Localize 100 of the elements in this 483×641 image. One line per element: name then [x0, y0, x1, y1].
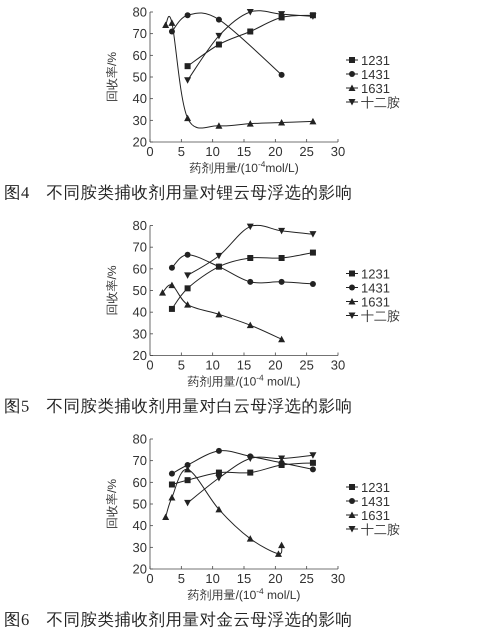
- point: [162, 514, 170, 520]
- y-tick-label: 70: [132, 26, 147, 42]
- point: [274, 550, 282, 557]
- legend-label: 1231: [361, 53, 390, 68]
- legend-label: 1431: [361, 280, 390, 296]
- point: [168, 282, 176, 288]
- point: [310, 250, 316, 256]
- x-axis-title: 药剂用量/(10$^{-4}$mol/L): [189, 159, 299, 175]
- point: [216, 448, 222, 454]
- x-tick-label: 5: [178, 144, 185, 159]
- point: [216, 42, 222, 48]
- x-tick-label: 30: [330, 571, 346, 586]
- y-tick-label: 70: [132, 240, 147, 255]
- point: [184, 500, 192, 506]
- point: [247, 278, 254, 285]
- point: [278, 119, 286, 126]
- point: [184, 114, 192, 122]
- y-tick-label: 20: [132, 562, 147, 576]
- point: [246, 9, 254, 16]
- point: [168, 264, 175, 271]
- x-tick-label: 0: [146, 571, 154, 586]
- legend-label: 1631: [361, 508, 390, 523]
- point: [278, 72, 285, 78]
- x-tick-label: 0: [146, 358, 154, 372]
- x-tick-label: 10: [205, 144, 220, 159]
- point: [309, 452, 316, 459]
- point: [310, 466, 316, 472]
- x-tick-label: 25: [299, 358, 314, 372]
- point: [184, 301, 192, 308]
- point: [247, 255, 254, 261]
- point: [278, 336, 286, 342]
- y-tick-label: 50: [132, 70, 147, 84]
- x-axis-title: 药剂用量/(10$^{-4}$ mol/L): [188, 372, 300, 388]
- y-tick-label: 50: [132, 283, 147, 298]
- x-tick-label: 15: [236, 358, 252, 372]
- point: [246, 456, 254, 462]
- point: [247, 470, 254, 476]
- point: [278, 255, 285, 261]
- y-axis-title: 回收率/%: [105, 478, 119, 530]
- legend-label: 1231: [361, 266, 390, 282]
- y-tick-label: 50: [132, 496, 147, 512]
- x-axis-title: 药剂用量/(10$^{-4}$ mol/L): [188, 586, 300, 602]
- legend-label: 1231: [361, 480, 390, 495]
- point: [184, 272, 192, 279]
- point: [168, 482, 175, 488]
- point: [309, 118, 316, 124]
- y-tick-label: 20: [132, 134, 147, 150]
- point: [278, 278, 285, 285]
- point: [162, 22, 170, 28]
- y-tick-label: 80: [132, 4, 147, 20]
- point: [278, 228, 286, 234]
- point: [215, 506, 222, 512]
- point: [184, 477, 191, 484]
- legend-label: 十二胺: [361, 308, 400, 324]
- point: [215, 122, 222, 129]
- y-tick-label: 70: [132, 453, 147, 468]
- point: [168, 470, 175, 477]
- point: [168, 306, 175, 312]
- x-tick-label: 30: [330, 358, 346, 372]
- x-tick-label: 20: [268, 144, 283, 159]
- point: [184, 252, 191, 258]
- x-tick-label: 20: [268, 358, 283, 372]
- point: [246, 120, 254, 127]
- x-tick-label: 10: [205, 571, 220, 586]
- point: [184, 77, 192, 84]
- point: [184, 12, 191, 18]
- point: [215, 252, 222, 260]
- point: [246, 322, 254, 328]
- legend-label: 1431: [361, 67, 390, 82]
- y-tick-label: 60: [132, 474, 147, 490]
- point: [246, 224, 254, 230]
- y-tick-label: 40: [132, 91, 147, 106]
- point: [216, 16, 222, 23]
- point: [184, 63, 191, 70]
- x-tick-label: 25: [299, 571, 314, 586]
- y-axis-title: 回收率/%: [105, 265, 119, 316]
- text: 图5 不同胺类捕收剂用量对白云母浮选的影响: [4, 396, 352, 416]
- point: [310, 281, 316, 287]
- point: [278, 542, 286, 548]
- point: [247, 28, 254, 34]
- legend-label: 1431: [361, 494, 390, 509]
- x-tick-label: 10: [205, 358, 220, 372]
- x-tick-label: 15: [236, 144, 252, 159]
- text: 图4 不同胺类捕收剂用量对锂云母浮选的影响: [4, 183, 352, 202]
- point: [309, 231, 316, 238]
- x-tick-label: 0: [146, 144, 154, 159]
- x-tick-label: 30: [330, 144, 346, 159]
- x-tick-label: 20: [268, 571, 283, 586]
- y-tick-label: 30: [132, 540, 147, 555]
- point: [215, 32, 222, 40]
- y-axis-title: 回收率/%: [105, 52, 119, 102]
- text: 图6 不同胺类捕收剂用量对金云母浮选的影响: [4, 610, 352, 629]
- y-tick-label: 20: [132, 348, 147, 363]
- y-tick-label: 30: [132, 112, 147, 128]
- legend-label: 十二胺: [361, 522, 400, 537]
- point: [184, 462, 191, 468]
- y-tick-label: 30: [132, 326, 147, 342]
- point: [215, 475, 222, 482]
- x-tick-label: 15: [236, 571, 252, 586]
- point: [310, 460, 316, 466]
